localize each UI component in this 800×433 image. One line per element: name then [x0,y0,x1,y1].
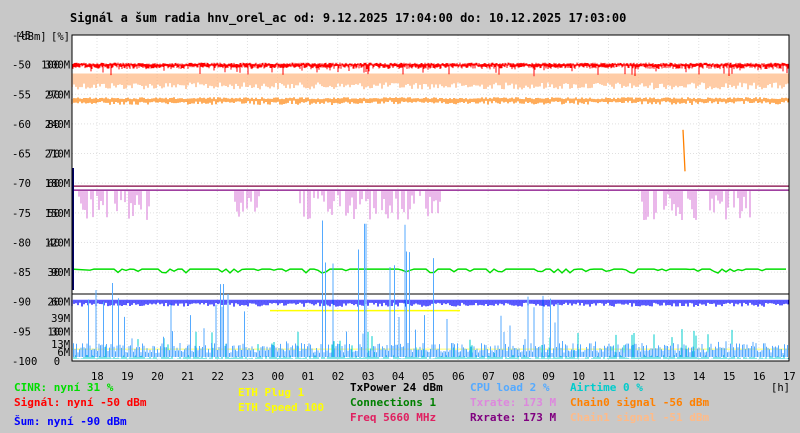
legend-entry: Freq 5660 MHz [350,411,436,424]
y-tick-label-rate: 210M [45,149,70,161]
y-tick-label-dbm: -95 [12,326,31,338]
x-tick-label: 01 [302,371,315,383]
x-tick-label: 12 [633,371,646,383]
y-tick-label-rate: 240M [45,119,70,131]
y-tick-label-dbm: -85 [12,267,31,279]
legend-entry: Šum: nyní -90 dBm [14,415,127,428]
y-tick-label-dbm: -80 [12,237,31,249]
y-tick-label-dbm: -55 [12,89,31,101]
y-tick-label-pct: 0 [54,356,60,368]
plot-frame [71,34,790,362]
y-tick-label-dbm: -70 [12,178,31,190]
y-tick-label-rate-low: 6M [57,347,70,359]
x-tick-label: 07 [482,371,495,383]
legend-entry: Rxrate: 173 M [470,411,556,424]
y-tick-label-dbm: -45 [12,30,31,42]
legend-entry: Connections 1 [350,396,436,409]
y-tick-label-dbm: -65 [12,149,31,161]
y-tick-label-rate: 60M [51,297,70,309]
x-tick-label: 21 [181,371,194,383]
x-tick-label: 20 [151,371,164,383]
y-tick-label-pct: 60 [47,178,60,190]
unit-label-pct: [%] [51,31,70,43]
x-unit-label: [h] [771,382,790,394]
y-tick-label-rate: 120M [45,237,70,249]
x-tick-label: 23 [241,371,254,383]
x-tick-label: 15 [723,371,736,383]
chart-title: Signál a šum radia hnv_orel_ac od: 9.12.… [70,11,626,26]
x-tick-label: 10 [572,371,585,383]
legend-entry: TxPower 24 dBm [350,381,443,394]
x-tick-label: 02 [332,371,345,383]
legend-entry: Chain1 signal -51 dBm [570,411,709,424]
legend-entry: CINR: nyní 31 % [14,381,114,394]
x-tick-label: 11 [602,371,615,383]
x-tick-label: 00 [272,371,285,383]
y-tick-label-rate: 300M [45,60,70,72]
axes-layer: -45-50-55-60-65-70-75-80-85-90-95-100100… [12,30,796,383]
y-tick-label-pct: 30 [47,267,60,279]
x-tick-label: 08 [512,371,525,383]
legend-entry: Txrate: 173 M [470,396,556,409]
x-tick-label: 03 [362,371,375,383]
x-tick-label: 18 [91,371,104,383]
legend-entry: Signál: nyní -50 dBm [14,396,147,409]
series-cinr [71,268,786,274]
x-tick-label: 09 [542,371,555,383]
x-tick-label: 19 [121,371,134,383]
y-tick-label-dbm: -100 [12,356,37,368]
y-tick-label-pct: 100 [41,60,60,72]
legend-entry: CPU load 2 % [470,381,550,394]
y-tick-label-pct: 80 [47,119,60,131]
y-tick-label-rate: 180M [45,178,70,190]
y-tick-label-dbm: -60 [12,119,31,131]
y-tick-label-pct: 40 [47,237,60,249]
x-tick-label: 06 [452,371,465,383]
y-tick-label-rate-low: 13M [51,339,70,351]
legend-entry: Chain0 signal -56 dBm [570,396,709,409]
legend-entry: Airtime 0 % [570,381,643,394]
y-tick-label-rate-low: 39M [51,313,70,325]
y-tick-label-pct: 50 [47,208,60,220]
x-tick-label: 04 [392,371,405,383]
y-tick-label-dbm: -50 [12,60,31,72]
unit-label-dbm: [dBm] [15,31,47,43]
x-tick-label: 05 [422,371,435,383]
legend-entry: ETH Plug 1 [238,386,305,399]
x-tick-label: 16 [753,371,766,383]
x-tick-label: 14 [693,371,706,383]
y-tick-label-rate: 150M [45,208,70,220]
y-tick-label-rate: 270M [45,89,70,101]
y-tick-label-rate: 30M [51,326,70,338]
legend-entry: ETH Speed 100 [238,401,324,414]
y-tick-label-pct: 70 [47,149,60,161]
y-tick-label-pct: 10 [47,326,60,338]
y-tick-label-dbm: -75 [12,208,31,220]
x-tick-label: 13 [663,371,676,383]
legend-layer: CINR: nyní 31 % Signál: nyní -50 dBm Šum: … [14,381,709,428]
y-tick-label-rate: 90M [51,267,70,279]
y-tick-label-pct: 20 [47,297,60,309]
data-layer [71,62,790,359]
y-tick-label-pct: 90 [47,89,60,101]
x-tick-label: 22 [211,371,224,383]
y-tick-label-dbm: -90 [12,297,31,309]
x-tick-label: 17 [783,371,796,383]
